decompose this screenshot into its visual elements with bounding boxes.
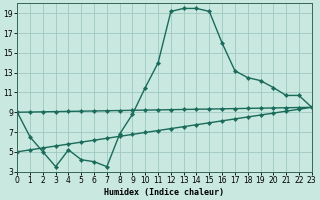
X-axis label: Humidex (Indice chaleur): Humidex (Indice chaleur): [105, 188, 225, 197]
